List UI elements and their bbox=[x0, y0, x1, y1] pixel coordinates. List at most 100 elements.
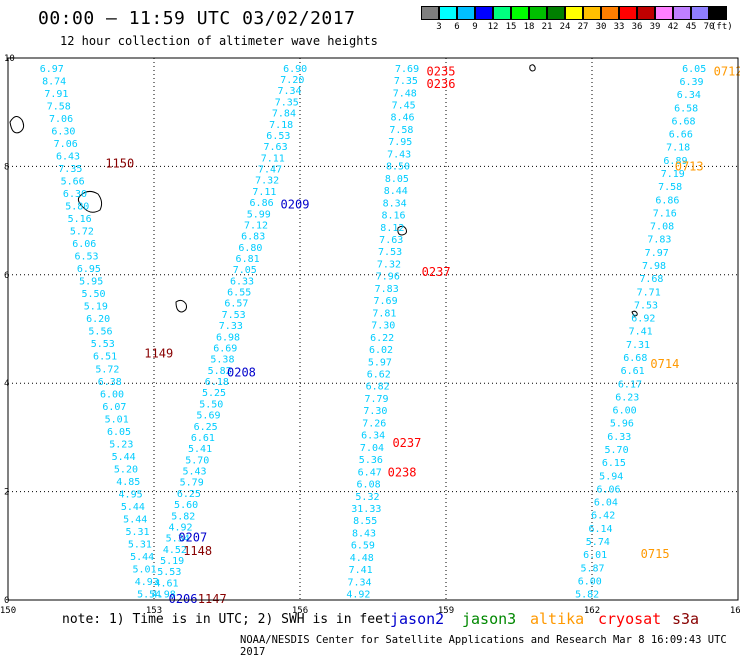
swh-value: 5.34 bbox=[166, 534, 190, 545]
swh-value: 5.66 bbox=[61, 176, 85, 187]
legend-swatch bbox=[655, 6, 673, 20]
mission-altika: altika bbox=[530, 610, 585, 628]
swh-value: 5.41 bbox=[188, 444, 212, 455]
swh-value: 4.92 bbox=[168, 522, 192, 533]
time-label: 0207 bbox=[178, 531, 207, 545]
legend-swatch bbox=[511, 6, 529, 20]
swh-value: 6.06 bbox=[72, 239, 96, 250]
swh-value: 7.32 bbox=[255, 176, 279, 187]
swh-value: 6.25 bbox=[194, 422, 218, 433]
legend-swatch bbox=[673, 6, 691, 20]
legend-swatch bbox=[439, 6, 457, 20]
legend-swatch bbox=[529, 6, 547, 20]
swh-value: 6.55 bbox=[227, 288, 251, 299]
coastline bbox=[9, 116, 25, 134]
swh-value: 5.79 bbox=[180, 478, 204, 489]
swh-value: 6.38 bbox=[98, 377, 122, 388]
swh-value: 6.61 bbox=[621, 366, 645, 377]
swh-value: 5.44 bbox=[112, 452, 136, 463]
legend-label: 45 bbox=[685, 22, 697, 32]
swh-value: 7.34 bbox=[277, 86, 301, 97]
swh-value: 6.81 bbox=[236, 254, 260, 265]
time-label: 0209 bbox=[281, 197, 310, 211]
swh-value: 5.82 bbox=[208, 366, 232, 377]
swh-value: 6.00 bbox=[613, 406, 637, 417]
swh-value: 6.00 bbox=[578, 576, 602, 587]
swh-value: 5.31 bbox=[125, 527, 149, 538]
swh-value: 7.30 bbox=[371, 321, 395, 332]
legend-label: 30 bbox=[595, 22, 607, 32]
swh-value: 4.48 bbox=[350, 553, 374, 564]
swh-value: 7.96 bbox=[376, 272, 400, 283]
swh-value: 7.84 bbox=[272, 109, 296, 120]
swh-value: 5.70 bbox=[605, 445, 629, 456]
swh-value: 6.04 bbox=[594, 498, 618, 509]
swh-value: 7.04 bbox=[360, 443, 384, 454]
swh-value: 7.79 bbox=[364, 394, 388, 405]
legend-swatch bbox=[619, 6, 637, 20]
swh-value: 6.33 bbox=[607, 432, 631, 443]
swh-value: 5.72 bbox=[95, 364, 119, 375]
swh-value: 6.14 bbox=[588, 524, 612, 535]
swh-value: 6.95 bbox=[77, 264, 101, 275]
swh-value: 6.68 bbox=[623, 353, 647, 364]
time-label: 0238 bbox=[388, 466, 417, 480]
swh-value: 7.08 bbox=[650, 222, 674, 233]
swh-value: 5.82 bbox=[171, 511, 195, 522]
swh-value: 5.69 bbox=[196, 411, 220, 422]
swh-value: 6.08 bbox=[357, 480, 381, 491]
time-label: 0713 bbox=[675, 159, 704, 173]
swh-value: 5.44 bbox=[130, 552, 154, 563]
swh-value: 4.61 bbox=[154, 578, 178, 589]
swh-value: 5.32 bbox=[355, 492, 379, 503]
swh-value: 6.51 bbox=[93, 352, 117, 363]
swh-value: 7.20 bbox=[280, 75, 304, 86]
coastline bbox=[77, 190, 103, 213]
legend-swatch bbox=[547, 6, 565, 20]
swh-value: 7.35 bbox=[275, 97, 299, 108]
legend-label: 21 bbox=[541, 22, 553, 32]
swh-value: 6.66 bbox=[669, 130, 693, 141]
legend-label: 9 bbox=[472, 22, 478, 32]
swh-value: 6.20 bbox=[86, 314, 110, 325]
swh-value: 6.61 bbox=[191, 433, 215, 444]
colorbar-legend: 3 6 9 12 15 18 21 24 27 30 33 36 39 42 45 70 (ft) bbox=[421, 6, 737, 34]
swh-value: 7.34 bbox=[347, 577, 371, 588]
swh-value: 7.47 bbox=[258, 165, 282, 176]
mission-cryosat: cryosat bbox=[598, 610, 662, 628]
swh-value: 5.36 bbox=[359, 455, 383, 466]
coastline bbox=[631, 310, 638, 317]
y-tick-label: 0 bbox=[4, 596, 9, 606]
swh-value: 5.19 bbox=[84, 302, 108, 313]
swh-value: 6.07 bbox=[102, 402, 126, 413]
time-label: 0712 bbox=[714, 65, 740, 79]
time-label: 1148 bbox=[183, 544, 212, 558]
swh-value: 6.22 bbox=[370, 333, 394, 344]
swh-value: 6.23 bbox=[615, 392, 639, 403]
swh-value: 8.44 bbox=[384, 186, 408, 197]
swh-value: 5.94 bbox=[599, 471, 623, 482]
swh-value: 5.16 bbox=[68, 214, 92, 225]
swh-value: 6.00 bbox=[100, 389, 124, 400]
swh-value: 5.97 bbox=[368, 357, 392, 368]
legend-unit: (ft) bbox=[711, 22, 733, 32]
swh-value: 6.30 bbox=[63, 189, 87, 200]
swh-value: 6.86 bbox=[655, 195, 679, 206]
swh-value: 7.58 bbox=[47, 101, 71, 112]
swh-value: 6.43 bbox=[56, 151, 80, 162]
swh-value: 7.11 bbox=[252, 187, 276, 198]
swh-value: 5.72 bbox=[70, 227, 94, 238]
time-label: 1150 bbox=[105, 157, 134, 171]
swh-value: 7.19 bbox=[661, 169, 685, 180]
swh-value: 7.06 bbox=[49, 114, 73, 125]
swh-value: 8.34 bbox=[383, 198, 407, 209]
swh-value: 6.15 bbox=[602, 458, 626, 469]
legend-swatch bbox=[421, 6, 439, 20]
legend-label: 6 bbox=[454, 22, 460, 32]
time-label: 0208 bbox=[227, 365, 256, 379]
swh-value: 6.47 bbox=[358, 467, 382, 478]
time-label: 0235 bbox=[427, 65, 456, 79]
swh-value: 6.92 bbox=[631, 314, 655, 325]
swh-value: 5.60 bbox=[174, 500, 198, 511]
swh-value: 6.53 bbox=[266, 131, 290, 142]
